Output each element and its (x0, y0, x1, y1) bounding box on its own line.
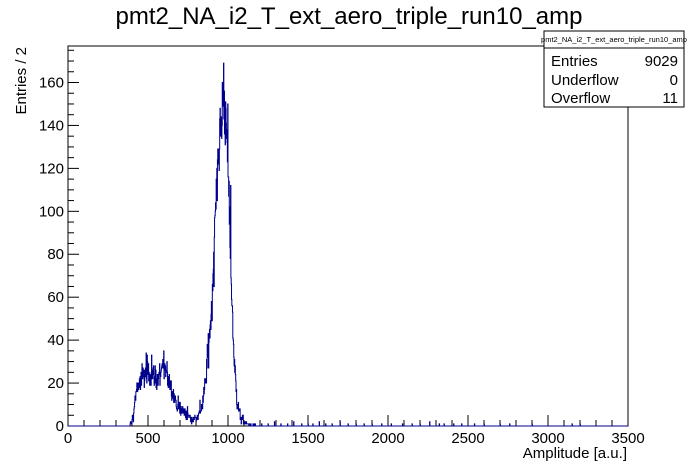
y-tick-label: 20 (47, 375, 64, 392)
stats-entries-label: Entries (551, 53, 598, 70)
histogram-line (68, 62, 628, 427)
y-tick-label: 80 (47, 246, 64, 263)
stats-box: pmt2_NA_i2_T_ext_aero_triple_run10_amp E… (541, 30, 687, 108)
stats-underflow-value: 0 (670, 72, 678, 89)
x-axis-label: Amplitude [a.u.] (523, 445, 627, 462)
stats-overflow-label: Overflow (551, 90, 610, 107)
x-tick-label: 500 (135, 430, 160, 447)
stats-overflow-value: 11 (662, 90, 678, 107)
x-tick-label: 3500 (611, 430, 644, 447)
x-tick-label: 0 (64, 430, 72, 447)
y-tick-label: 160 (39, 74, 64, 91)
x-tick-label: 2000 (371, 430, 404, 447)
stats-entries-value: 9029 (645, 53, 678, 70)
x-tick-label: 1000 (211, 430, 244, 447)
y-tick-label: 60 (47, 289, 64, 306)
y-axis: 0 20 40 60 80 100 120 140 160 (39, 49, 79, 435)
x-tick-label: 2500 (451, 430, 484, 447)
histogram-series (68, 62, 628, 427)
y-tick-label: 100 (39, 203, 64, 220)
y-axis-label: Entries / 2 (13, 47, 30, 115)
x-tick-label: 3000 (531, 430, 564, 447)
y-tick-label: 120 (39, 160, 64, 177)
y-tick-label: 0 (56, 418, 64, 435)
stats-underflow-label: Underflow (551, 72, 619, 89)
x-axis: 0 500 1000 1500 2000 2500 3000 3500 (64, 415, 645, 447)
y-tick-label: 140 (39, 117, 64, 134)
x-tick-label: 1500 (291, 430, 324, 447)
chart-title: pmt2_NA_i2_T_ext_aero_triple_run10_amp (116, 3, 583, 30)
y-tick-label: 40 (47, 332, 64, 349)
stats-box-title: pmt2_NA_i2_T_ext_aero_triple_run10_amp (541, 35, 687, 44)
